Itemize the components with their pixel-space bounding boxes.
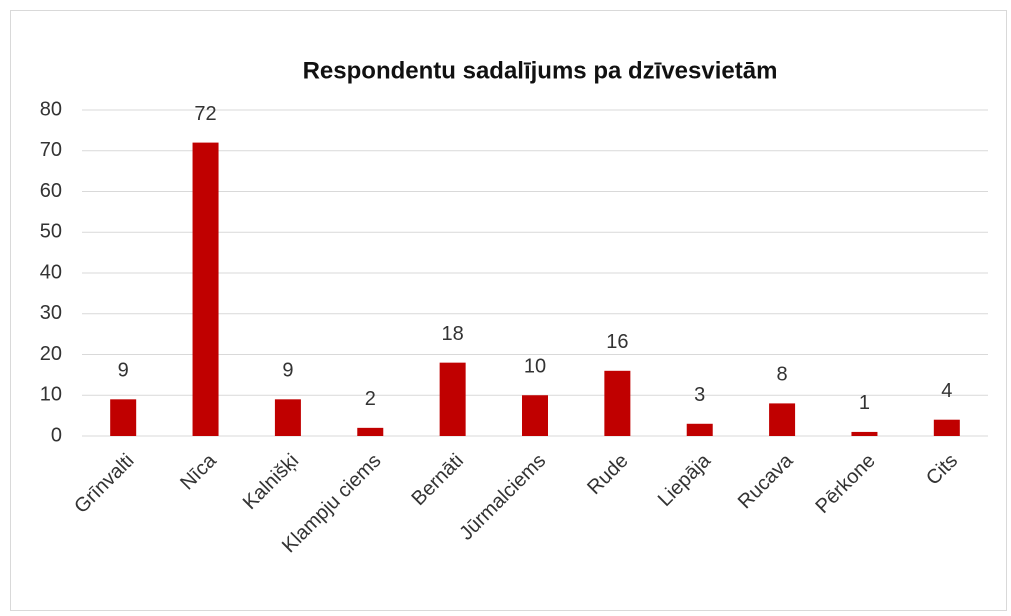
y-tick-label: 70: [40, 139, 62, 161]
y-tick-label: 30: [40, 302, 62, 324]
data-label: 9: [282, 360, 293, 382]
data-label: 16: [606, 331, 628, 353]
data-label: 2: [365, 388, 376, 410]
y-tick-label: 40: [40, 261, 62, 283]
bar: [274, 399, 301, 436]
data-label: 3: [694, 384, 705, 406]
data-label: 72: [194, 103, 216, 125]
bar: [439, 362, 466, 436]
bar: [604, 370, 631, 436]
bar: [769, 403, 796, 436]
bar: [933, 419, 960, 436]
y-tick-label: 60: [40, 180, 62, 202]
data-label: 4: [941, 380, 952, 402]
data-label: 1: [859, 392, 870, 414]
y-tick-label: 10: [40, 384, 62, 406]
data-label: 9: [118, 360, 129, 382]
y-tick-label: 0: [51, 424, 62, 446]
chart-title: Respondentu sadalījums pa dzīvesvietām: [303, 57, 778, 84]
bar: [110, 399, 137, 436]
bar: [522, 395, 548, 436]
chart-frame: [10, 10, 1007, 611]
bar: [192, 142, 219, 436]
y-tick-label: 20: [40, 343, 62, 365]
y-tick-label: 50: [40, 221, 62, 243]
data-label: 8: [777, 364, 788, 386]
y-tick-label: 80: [40, 98, 62, 120]
data-label: 18: [442, 323, 464, 345]
data-label: 10: [524, 356, 546, 378]
bar: [851, 431, 878, 436]
bar: [686, 423, 713, 436]
bar: [357, 427, 384, 436]
